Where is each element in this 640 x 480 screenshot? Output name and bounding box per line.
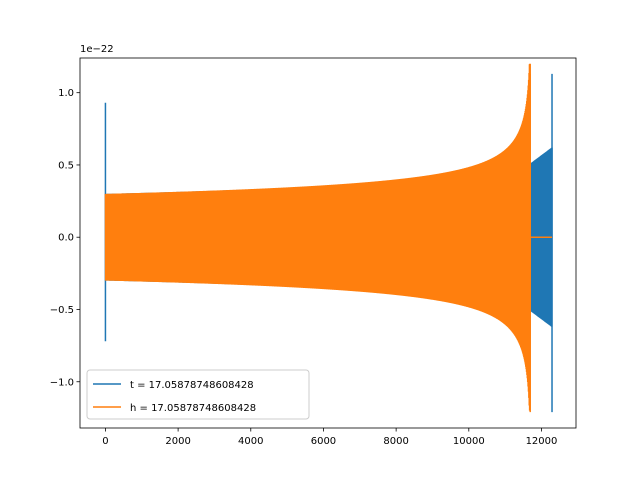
x-tick-label: 8000 [383, 436, 408, 447]
y-tick-label: 0.5 [58, 160, 74, 171]
legend-label-t: t = 17.05878748608428 [130, 380, 254, 391]
series-h-line [104, 63, 553, 413]
legend-box [86, 369, 310, 420]
legend-label-h: h = 17.05878748608428 [130, 403, 256, 414]
plot-frame [79, 57, 577, 429]
y-tick-label: 1.0 [58, 88, 74, 99]
x-tick-label: 6000 [311, 436, 336, 447]
x-tick-label: 10000 [453, 436, 485, 447]
x-tick-label: 12000 [526, 436, 558, 447]
x-tick-label: 0 [102, 436, 108, 447]
series-h-wave [104, 63, 531, 411]
y-tick-label: −1.0 [50, 377, 74, 388]
x-axis-ticks: 0 2000 4000 6000 8000 10000 12000 [102, 428, 557, 447]
y-axis-offset-text: 1e−22 [80, 44, 114, 55]
y-axis-ticks: −1.0 −0.5 0.0 0.5 1.0 [50, 88, 80, 388]
legend: t = 17.05878748608428 h = 17.05878748608… [86, 369, 310, 420]
x-tick-label: 4000 [238, 436, 263, 447]
y-tick-label: 0.0 [58, 233, 74, 244]
y-tick-label: −0.5 [50, 305, 74, 316]
x-tick-label: 2000 [165, 436, 190, 447]
